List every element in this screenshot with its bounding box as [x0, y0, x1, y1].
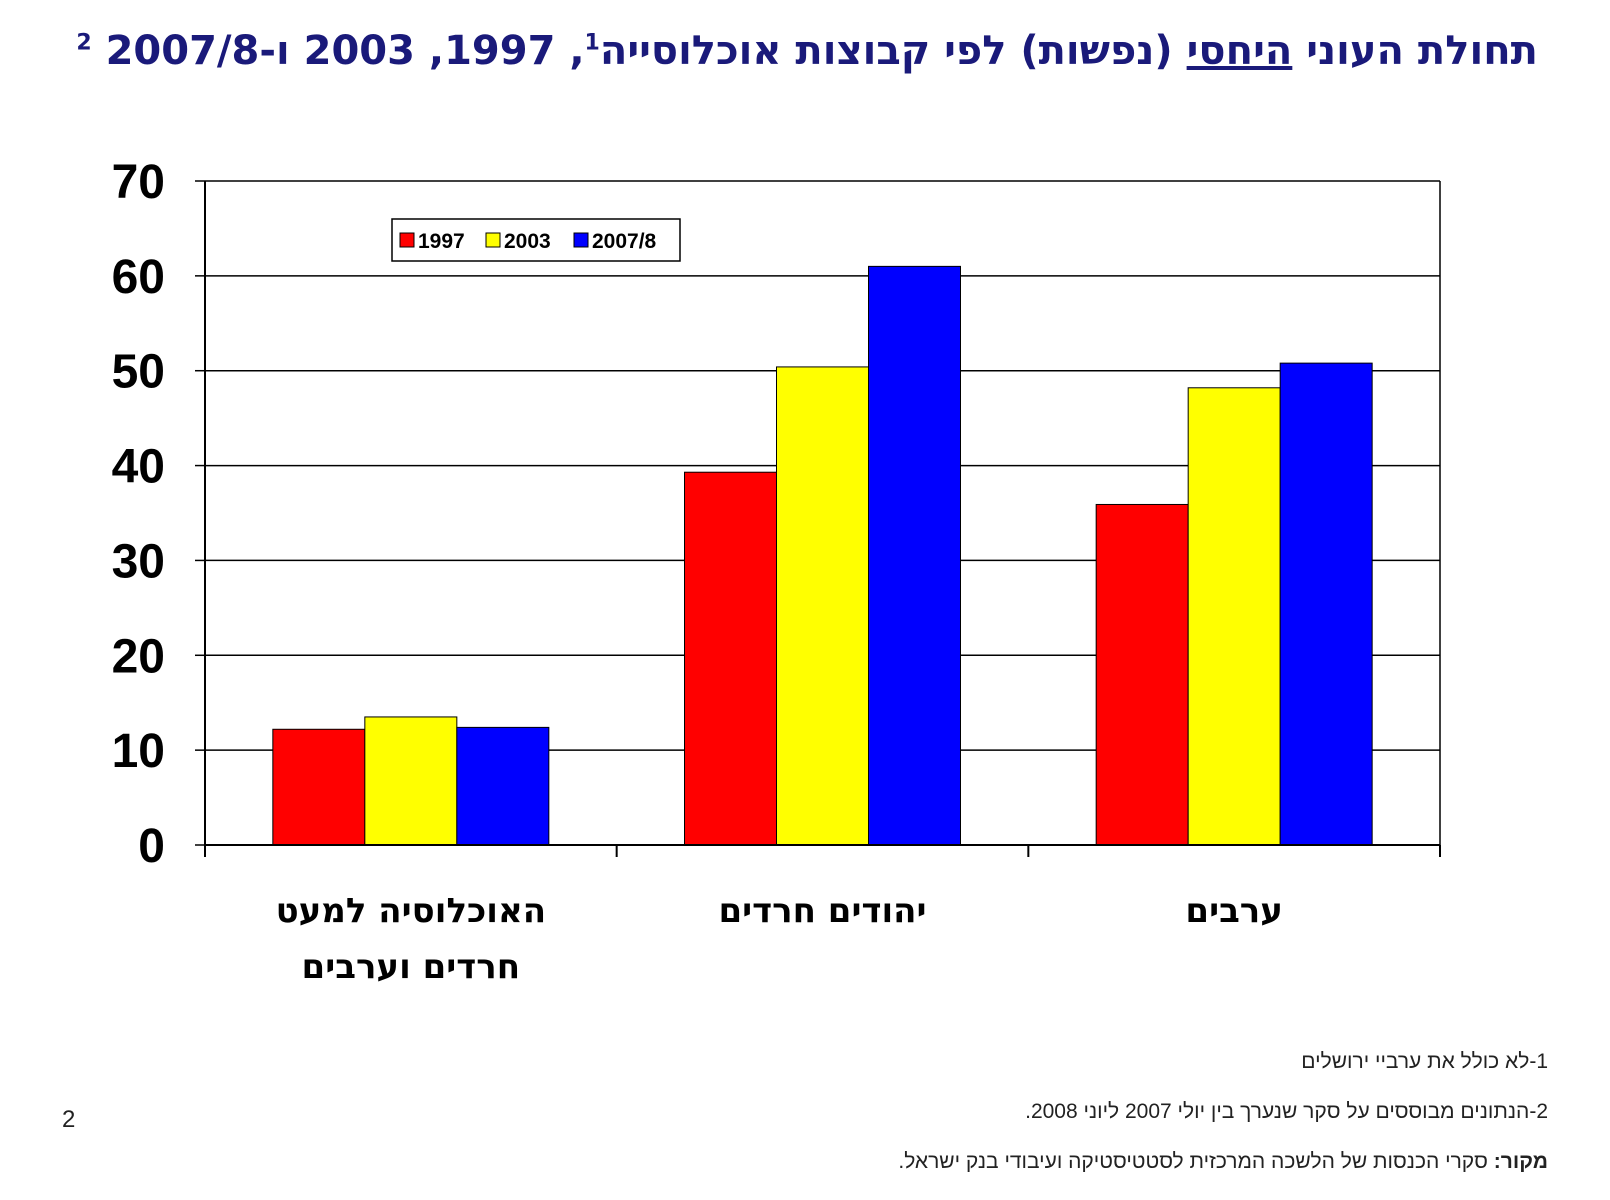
bar-2003 [1187, 387, 1281, 846]
page-number: 2 [62, 1106, 76, 1133]
legend-swatch [485, 232, 501, 248]
y-tick-label: 50 [112, 346, 165, 399]
bar-1997 [272, 728, 366, 846]
x-category-label: ערבים [1185, 891, 1283, 931]
footnote-ref: 2 [76, 30, 92, 56]
legend-label: 2003 [504, 230, 551, 253]
bar-2007-8 [868, 265, 961, 846]
bar-chart: 0 10 20 30 40 50 60 70 האוכלוסיה למעט חרדים וערבי… [112, 156, 1441, 987]
y-tick-label: 0 [138, 820, 165, 873]
legend-swatch [573, 232, 589, 248]
chart-title: תחולת העוני היחסי (נפשות) לפי קבוצות אוכ… [20, 28, 1538, 74]
y-tick-label: 70 [112, 156, 165, 209]
y-tick-label: 20 [112, 630, 165, 683]
source-text: סקרי הכנסות של הלשכה המרכזית לסטטיסטיקה … [898, 1150, 1494, 1173]
x-category-label: יהודים חרדים [718, 891, 926, 931]
y-tick-label: 30 [112, 535, 165, 588]
x-category-label: חרדים וערבים [302, 947, 521, 987]
bar-2003 [776, 366, 869, 846]
title-underlined: היחסי [1186, 28, 1293, 74]
bar-2007-8 [456, 726, 550, 846]
legend-label: 2007/8 [592, 230, 657, 253]
legend-box [391, 218, 681, 262]
y-tick-label: 40 [112, 441, 165, 494]
y-tick-label: 60 [112, 251, 165, 304]
bar-2003 [364, 716, 458, 846]
bar-2007-8 [1279, 362, 1373, 846]
bar-1997 [684, 471, 777, 846]
title-text: (נפשות) לפי קבוצות אוכלוסייה [599, 28, 1187, 74]
source-label: מקור: [1493, 1150, 1548, 1173]
footnote-1: 1-לא כולל את ערביי ירושלים [1301, 1050, 1548, 1073]
footnote-ref: 1 [584, 30, 600, 56]
source-note: מקור: סקרי הכנסות של הלשכה המרכזית לסטטי… [898, 1150, 1548, 1174]
legend-label: 1997 [418, 230, 465, 253]
bar-1997 [1095, 503, 1189, 846]
footnote-2: 2-הנתונים מבוססים על סקר שנערך בין יולי … [1025, 1100, 1548, 1123]
title-text: , 1997, 2003 ו-2007/8 [91, 28, 585, 74]
y-tick-label: 10 [112, 725, 165, 778]
title-text: תחולת העוני [1292, 28, 1538, 74]
legend-swatch [399, 232, 415, 248]
x-category-label: האוכלוסיה למעט [276, 891, 547, 931]
